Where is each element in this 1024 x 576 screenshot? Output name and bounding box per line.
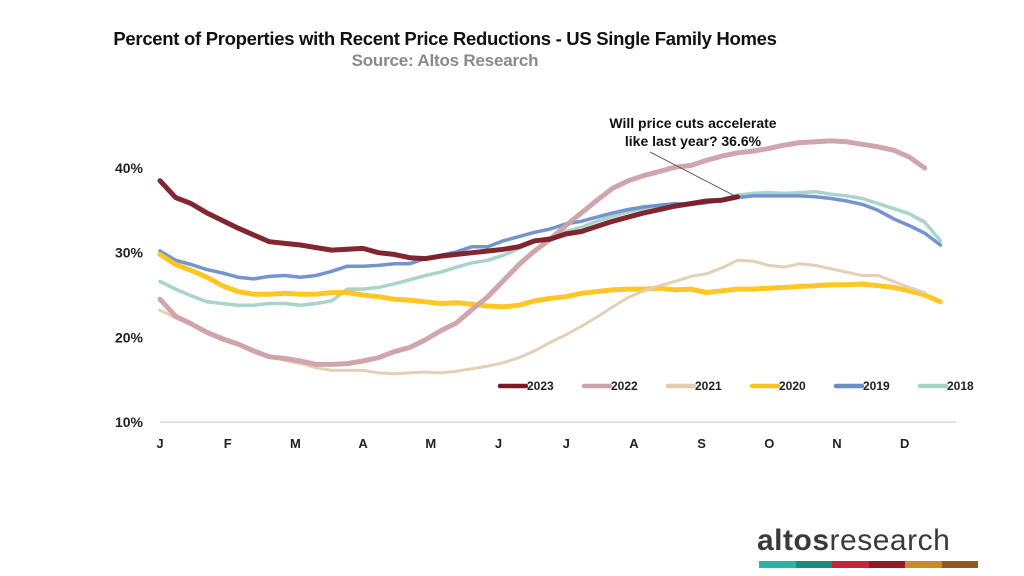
series-line-2022 [157, 138, 928, 367]
legend-item-2020: 2020 [749, 379, 806, 393]
series-lines [157, 138, 943, 376]
altos-research-logo: altosresearch [757, 524, 950, 558]
logo-bar-segment [868, 561, 905, 568]
logo-bar-segment [795, 561, 832, 568]
legend-item-2022: 2022 [581, 379, 638, 393]
series-line-2018 [158, 189, 943, 307]
annotation-leader-line [649, 151, 736, 197]
chart-title: Percent of Properties with Recent Price … [113, 28, 777, 49]
chart-subtitle: Source: Altos Research [351, 51, 539, 70]
legend-label: 2018 [947, 379, 974, 393]
y-axis: 10% 20% 30% 40% [115, 160, 144, 430]
logo-light-text: research [829, 524, 951, 557]
x-tick-label: D [900, 436, 909, 451]
legend-label: 2021 [695, 379, 722, 393]
x-tick-label: J [563, 436, 570, 451]
y-tick-label: 30% [115, 245, 144, 261]
annotation-line-2: like last year? 36.6% [624, 133, 762, 149]
legend-item-2021: 2021 [665, 379, 722, 393]
legend-label: 2023 [527, 379, 554, 393]
legend-label: 2019 [863, 379, 890, 393]
y-tick-label: 20% [115, 329, 144, 345]
logo-bar-segment [832, 561, 869, 568]
legend-item-2018: 2018 [917, 379, 974, 393]
logo-bold-text: altos [757, 524, 830, 557]
x-tick-label: M [290, 436, 301, 451]
legend-item-2019: 2019 [833, 379, 890, 393]
x-tick-label: A [629, 436, 639, 451]
x-tick-label: A [358, 436, 368, 451]
x-tick-label: M [425, 436, 436, 451]
x-tick-label: O [764, 436, 774, 451]
logo-bar-segment [759, 561, 796, 568]
annotation-line-1: Will price cuts accelerate [609, 115, 777, 131]
x-tick-label: N [832, 436, 841, 451]
x-tick-label: F [224, 436, 232, 451]
y-tick-label: 40% [115, 160, 144, 176]
logo-bar-segment [941, 561, 978, 568]
x-tick-label: J [156, 436, 163, 451]
logo-color-bar [759, 561, 978, 568]
y-tick-label: 10% [115, 414, 144, 430]
series-line-2019 [158, 194, 943, 281]
series-line-2023 [157, 178, 740, 262]
legend-item-2023: 2023 [497, 379, 554, 393]
legend-label: 2022 [611, 379, 638, 393]
logo-bar-segment [905, 561, 942, 568]
annotation: Will price cuts accelerate like last yea… [578, 114, 808, 150]
x-tick-label: J [495, 436, 502, 451]
legend: 2023 2022 2021 2020 2019 2018 [497, 379, 974, 393]
series-line-2020 [157, 251, 943, 310]
legend-label: 2020 [779, 379, 806, 393]
x-tick-label: S [697, 436, 706, 451]
